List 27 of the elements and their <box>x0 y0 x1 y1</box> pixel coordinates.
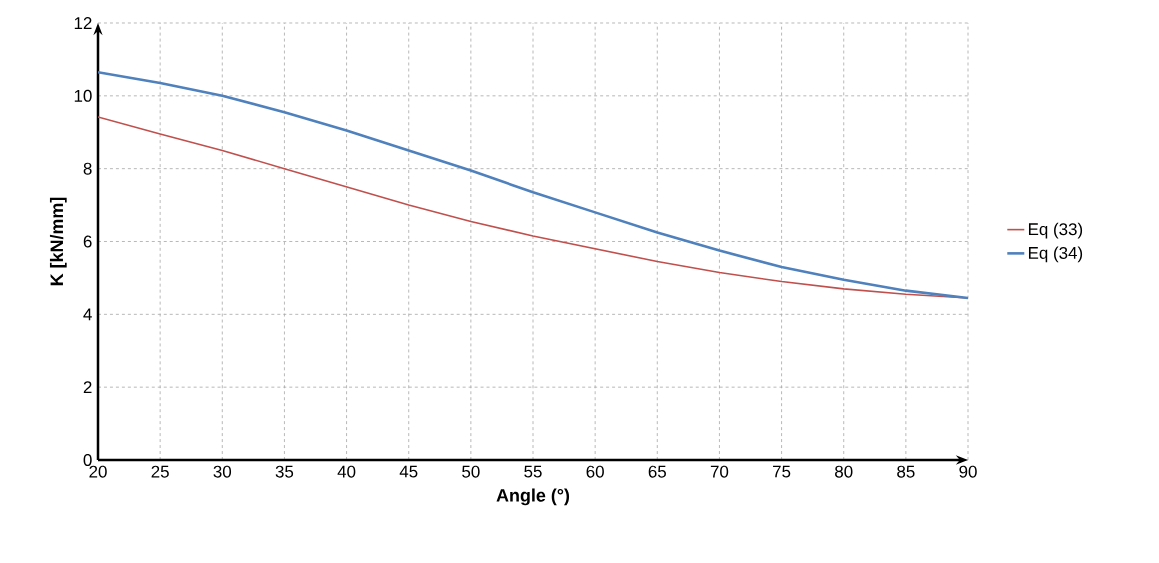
x-tick-label: 60 <box>586 465 604 478</box>
y-tick-label: 4 <box>83 308 92 321</box>
x-tick-label: 90 <box>959 465 977 478</box>
x-tick-label: 40 <box>337 465 356 478</box>
x-tick-label: 35 <box>275 465 294 478</box>
y-tick-label: 10 <box>74 89 92 102</box>
x-tick-label: 75 <box>773 465 791 478</box>
legend-label: Eq (33) <box>1028 222 1083 239</box>
x-tick-label: 85 <box>897 465 915 478</box>
y-tick-label: 2 <box>83 381 92 394</box>
x-tick-label: 20 <box>89 465 107 478</box>
y-tick-label: 6 <box>83 235 92 248</box>
x-tick-label: 80 <box>835 465 853 478</box>
x-tick-label: 50 <box>462 465 480 478</box>
y-tick-label: 0 <box>83 454 92 466</box>
line-series <box>98 70 969 300</box>
y-tick-label: 12 <box>74 17 92 29</box>
x-tick-label: 25 <box>151 465 169 478</box>
x-tick-label: 65 <box>648 465 666 478</box>
x-axis-title: Angle (°) <box>496 488 570 506</box>
y-axis-title: K [kN/mm] <box>49 197 67 286</box>
x-tick-label: 45 <box>399 465 418 478</box>
x-tick-label: 55 <box>524 465 542 478</box>
x-tick-label: 30 <box>213 465 232 478</box>
x-tick-label: 70 <box>710 465 729 478</box>
legend-label: Eq (34) <box>1028 246 1083 263</box>
y-tick-label: 8 <box>83 162 92 175</box>
